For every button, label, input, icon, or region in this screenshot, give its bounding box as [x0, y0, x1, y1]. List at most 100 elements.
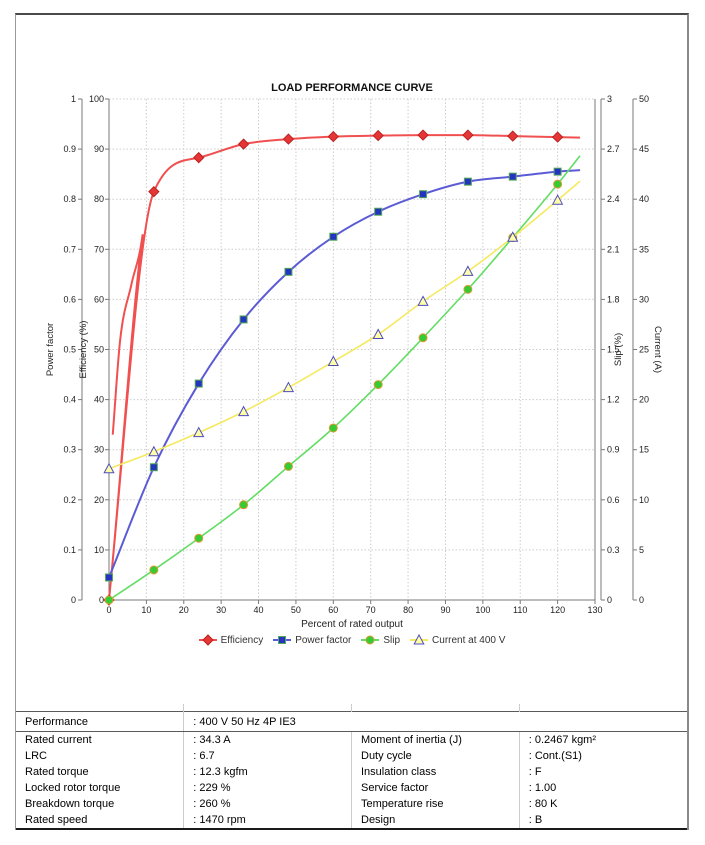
series-power-factor: [105, 167, 581, 582]
svg-text:0.3: 0.3: [63, 445, 76, 455]
table-value-cell: : 1470 rpm: [183, 812, 352, 829]
svg-text:30: 30: [216, 605, 226, 615]
svg-text:0.6: 0.6: [63, 294, 76, 304]
svg-text:100: 100: [475, 605, 490, 615]
table-value-cell: : 6.7: [183, 748, 352, 764]
svg-text:80: 80: [94, 194, 104, 204]
svg-text:45: 45: [639, 144, 649, 154]
svg-text:35: 35: [639, 244, 649, 254]
svg-text:15: 15: [639, 445, 649, 455]
svg-text:80: 80: [403, 605, 413, 615]
svg-text:0.9: 0.9: [63, 144, 76, 154]
svg-text:1.8: 1.8: [607, 294, 620, 304]
table-value-cell: : 80 K: [518, 796, 687, 812]
legend-label: Slip: [383, 634, 401, 646]
svg-text:130: 130: [587, 605, 602, 615]
current-a-axis: 0 5 10 15 20 25 30 35 40 45 50 Current (A): [632, 94, 663, 605]
svg-text:10: 10: [639, 495, 649, 505]
table-value-cell: : B: [518, 812, 687, 829]
svg-text:50: 50: [639, 94, 649, 104]
svg-text:1: 1: [71, 94, 76, 104]
svg-text:10: 10: [94, 545, 104, 555]
table-value-cell: : Cont.(S1): [518, 748, 687, 764]
svg-text:1.5: 1.5: [607, 345, 620, 355]
slip-circle-icon: [361, 635, 380, 645]
svg-text:0.1: 0.1: [63, 545, 76, 555]
svg-text:0: 0: [106, 605, 111, 615]
svg-text:60: 60: [328, 605, 338, 615]
table-value-cell: : 1.00: [518, 780, 687, 796]
series-efficiency: [103, 129, 581, 606]
table-label-cell: Service factor: [351, 780, 520, 796]
table-label-cell: Locked rotor torque: [25, 782, 121, 794]
efficiency-axis: 0 10 20 30 40 50 60 70 80 90 100 Efficiency (%): [78, 94, 109, 605]
table-value-cell: : 400 V 50 Hz 4P IE3: [183, 711, 687, 732]
report-frame: 0 10 20 30 40 50 60 70 80 90 100 110 120 130 Percent o…: [15, 13, 689, 830]
efficiency-diamond-icon: [198, 634, 217, 646]
svg-text:3: 3: [607, 94, 612, 104]
table-label-cell: LRC: [25, 750, 48, 762]
table-label-cell: Breakdown torque: [25, 798, 115, 810]
svg-text:10: 10: [141, 605, 151, 615]
table-row: Rated speed : 1470 rpm Design : B: [16, 812, 687, 829]
svg-text:2.1: 2.1: [607, 244, 620, 254]
svg-text:20: 20: [639, 395, 649, 405]
svg-text:20: 20: [94, 495, 104, 505]
current-triangle-icon: [410, 634, 429, 645]
svg-text:0.7: 0.7: [63, 244, 76, 254]
y-axis-title: Power factor: [45, 323, 56, 376]
svg-text:20: 20: [179, 605, 189, 615]
spec-table: Performance : 400 V 50 Hz 4P IE3 Rated c…: [16, 704, 687, 830]
series-slip: [104, 155, 581, 605]
svg-text:70: 70: [366, 605, 376, 615]
table-value-cell: : 229 %: [183, 780, 352, 796]
spec-table-section: Performance : 400 V 50 Hz 4P IE3 Rated c…: [16, 704, 687, 830]
y-axis-title: Current (A): [652, 326, 663, 373]
svg-text:90: 90: [440, 605, 450, 615]
table-top-strip: [16, 704, 687, 712]
svg-text:40: 40: [639, 194, 649, 204]
svg-text:110: 110: [513, 605, 527, 615]
table-value-cell: : 260 %: [183, 796, 352, 812]
svg-text:0: 0: [607, 595, 612, 605]
svg-text:5: 5: [639, 545, 644, 555]
table-value-cell: : 12.3 kgfm: [183, 764, 352, 780]
svg-text:50: 50: [291, 605, 301, 615]
table-value-cell: : F: [518, 764, 687, 780]
table-label-cell: Rated current: [25, 734, 92, 746]
chart-grid: [108, 98, 596, 601]
chart-legend: Efficiency Power factor Slip Current at …: [16, 633, 687, 647]
svg-text:0.5: 0.5: [63, 345, 76, 355]
legend-item-current: Current at 400 V: [409, 634, 505, 646]
svg-text:120: 120: [550, 605, 565, 615]
table-row: Rated torque : 12.3 kgfm Insulation clas…: [16, 764, 687, 780]
svg-text:1.2: 1.2: [607, 395, 620, 405]
series-current-at-400-v: [103, 180, 581, 474]
legend-item-power-factor: Power factor: [272, 634, 351, 646]
svg-text:0.4: 0.4: [63, 395, 76, 405]
performance-row: Performance : 400 V 50 Hz 4P IE3: [16, 711, 687, 732]
svg-text:2.7: 2.7: [607, 144, 620, 154]
table-label-cell: Rated speed: [25, 814, 88, 826]
svg-text:0.2: 0.2: [63, 495, 76, 505]
svg-text:40: 40: [254, 605, 264, 615]
svg-text:100: 100: [89, 94, 104, 104]
svg-text:0: 0: [639, 595, 644, 605]
table-value-cell: : 34.3 A: [183, 731, 352, 748]
svg-text:0: 0: [99, 595, 104, 605]
power-factor-square-icon: [273, 636, 292, 644]
table-label-cell: Moment of inertia (J): [351, 731, 520, 748]
legend-label: Current at 400 V: [432, 634, 506, 646]
svg-text:0: 0: [71, 595, 76, 605]
table-row: LRC : 6.7 Duty cycle : Cont.(S1): [16, 748, 687, 764]
svg-text:40: 40: [94, 395, 104, 405]
svg-text:50: 50: [94, 345, 104, 355]
chart-title: LOAD PERFORMANCE CURVE: [271, 82, 433, 94]
svg-text:2.4: 2.4: [607, 194, 620, 204]
table-label-cell: Duty cycle: [351, 748, 520, 764]
table-row: Locked rotor torque : 229 % Service fact…: [16, 780, 687, 796]
svg-text:70: 70: [94, 244, 104, 254]
x-axis-title: Percent of rated output: [301, 619, 403, 630]
